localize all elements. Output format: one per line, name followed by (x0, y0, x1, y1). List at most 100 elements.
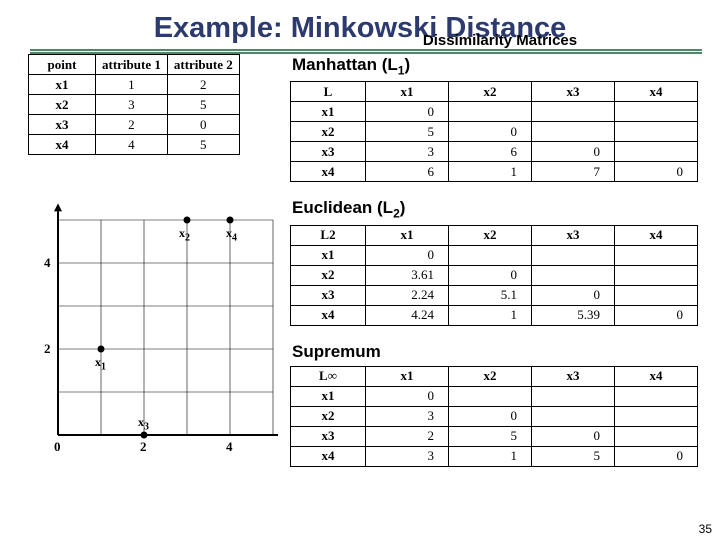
matrix-cell: 0 (615, 305, 698, 325)
distance-matrix: L2x1x2x3x4x10x23.610x32.245.10x44.2415.3… (290, 225, 698, 326)
page-number: 35 (699, 522, 712, 536)
matrix-cell: 1 (449, 162, 532, 182)
matrix-corner: L2 (291, 225, 366, 245)
matrix-row-header: x2 (291, 265, 366, 285)
matrix-cell: 4.24 (366, 305, 449, 325)
matrix-col-header: x1 (366, 366, 449, 386)
matrix-cell: 0 (615, 446, 698, 466)
matrix-cell (532, 245, 615, 265)
matrix-cell (532, 265, 615, 285)
x-tick-label: 4 (226, 439, 233, 455)
distance-matrix: L∞x1x2x3x4x10x230x3250x43150 (290, 366, 698, 467)
matrix-cell: 5.39 (532, 305, 615, 325)
matrix-heading: Supremum (292, 342, 710, 362)
matrix-row-header: x2 (291, 122, 366, 142)
point-label: x1 (95, 355, 106, 372)
matrix-col-header: x2 (449, 366, 532, 386)
matrix-cell (449, 386, 532, 406)
matrix-cell: 1 (449, 305, 532, 325)
chart-point (184, 217, 191, 224)
point-label: x2 (179, 226, 190, 243)
matrix-cell (449, 102, 532, 122)
matrix-cell (532, 386, 615, 406)
matrix-cell (532, 406, 615, 426)
matrix-col-header: x4 (615, 366, 698, 386)
attr-cell: 0 (167, 115, 239, 135)
y-tick-label: 2 (44, 341, 51, 357)
matrix-cell: 0 (532, 426, 615, 446)
attr-cell: 3 (96, 95, 168, 115)
attr-header: attribute 1 (96, 55, 168, 75)
matrix-cell: 5 (449, 426, 532, 446)
matrix-cell: 1 (449, 446, 532, 466)
dissimilarity-heading: Dissimilarity Matrices (290, 32, 710, 49)
scatter-chart: 02424x1x2x3x4 (28, 185, 278, 455)
matrix-row-header: x4 (291, 162, 366, 182)
attr-cell: 5 (167, 135, 239, 155)
matrix-cell: 2.24 (366, 285, 449, 305)
matrix-cell (615, 426, 698, 446)
matrix-cell: 5 (366, 122, 449, 142)
matrix-row-header: x3 (291, 142, 366, 162)
matrix-cell: 0 (449, 406, 532, 426)
matrix-cell: 5 (532, 446, 615, 466)
matrix-cell: 0 (449, 122, 532, 142)
attr-header: point (29, 55, 96, 75)
attr-cell: x1 (29, 75, 96, 95)
matrix-row-header: x3 (291, 426, 366, 446)
y-tick-label: 4 (44, 255, 51, 271)
matrix-cell: 0 (532, 285, 615, 305)
matrix-cell (615, 386, 698, 406)
matrix-col-header: x4 (615, 82, 698, 102)
chart-point (141, 432, 148, 439)
matrix-cell: 7 (532, 162, 615, 182)
matrix-cell: 3 (366, 142, 449, 162)
matrix-corner: L∞ (291, 366, 366, 386)
attr-header: attribute 2 (167, 55, 239, 75)
matrix-col-header: x4 (615, 225, 698, 245)
attr-cell: 2 (96, 115, 168, 135)
matrix-cell (532, 102, 615, 122)
matrix-cell: 3 (366, 406, 449, 426)
matrix-cell (615, 142, 698, 162)
distance-matrix: Lx1x2x3x4x10x250x3360x46170 (290, 81, 698, 182)
matrix-col-header: x3 (532, 82, 615, 102)
attr-cell: x2 (29, 95, 96, 115)
matrix-cell (615, 122, 698, 142)
matrix-cell (449, 245, 532, 265)
matrix-heading: Euclidean (L2) (292, 198, 710, 220)
matrix-col-header: x3 (532, 366, 615, 386)
matrix-cell: 0 (366, 102, 449, 122)
matrix-col-header: x1 (366, 225, 449, 245)
matrix-row-header: x4 (291, 446, 366, 466)
matrix-cell (615, 406, 698, 426)
matrix-row-header: x4 (291, 305, 366, 325)
matrix-row-header: x1 (291, 102, 366, 122)
matrix-cell: 2 (366, 426, 449, 446)
x-tick-label: 2 (140, 439, 147, 455)
matrix-cell: 5.1 (449, 285, 532, 305)
x-tick-label: 0 (54, 439, 61, 455)
matrix-row-header: x1 (291, 245, 366, 265)
matrix-col-header: x1 (366, 82, 449, 102)
attr-cell: 2 (167, 75, 239, 95)
matrix-cell: 3.61 (366, 265, 449, 285)
left-column: pointattribute 1attribute 2x112x235x320x… (28, 54, 278, 455)
right-column: Dissimilarity Matrices Manhattan (L1) Lx1… (290, 32, 710, 467)
matrix-cell (615, 102, 698, 122)
matrix-cell: 0 (366, 245, 449, 265)
matrix-corner: L (291, 82, 366, 102)
matrix-row-header: x3 (291, 285, 366, 305)
matrix-heading: Manhattan (L1) (292, 55, 710, 77)
matrix-cell (615, 265, 698, 285)
matrix-cell: 0 (366, 386, 449, 406)
content-area: pointattribute 1attribute 2x112x235x320x… (0, 54, 720, 534)
attr-cell: x3 (29, 115, 96, 135)
chart-point (227, 217, 234, 224)
matrix-cell (615, 245, 698, 265)
matrix-cell: 0 (615, 162, 698, 182)
chart-point (98, 346, 105, 353)
attribute-table: pointattribute 1attribute 2x112x235x320x… (28, 54, 240, 155)
matrix-cell: 3 (366, 446, 449, 466)
matrix-cell: 0 (449, 265, 532, 285)
